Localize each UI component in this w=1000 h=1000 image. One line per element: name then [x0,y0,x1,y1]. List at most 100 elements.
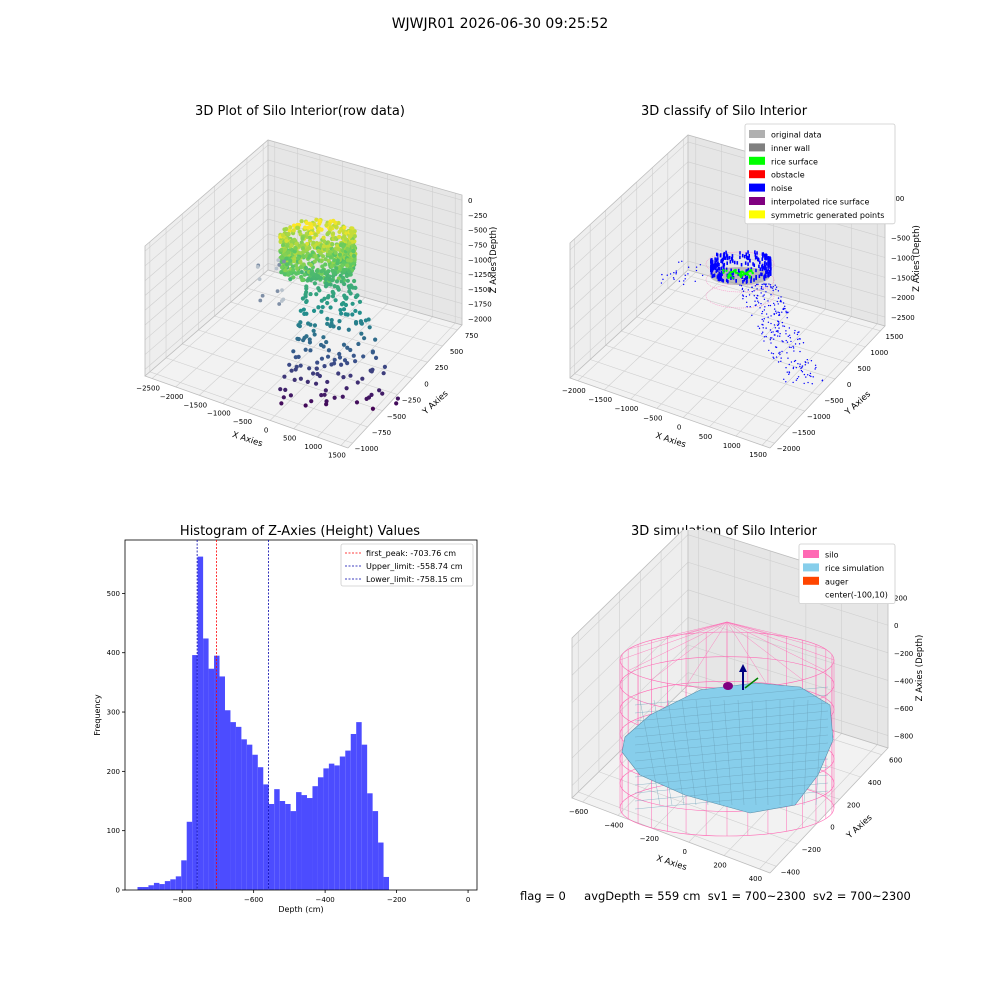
data-point [298,376,303,381]
noise-point [810,375,812,378]
z-tick-label: −2500 [891,314,915,322]
data-point [300,236,305,241]
noise-point [762,331,764,333]
legend-swatch [749,197,765,205]
legend-entry: rice simulation [825,564,884,573]
panel2-title: 3D classify of Silo Interior [640,104,808,119]
auger-arrow-head [739,664,747,672]
noise-point [673,271,675,274]
noise-point [755,274,757,279]
z-tick-label: −2000 [891,294,915,302]
noise-point [781,311,783,313]
histogram-bar [323,768,329,890]
data-point [290,264,296,269]
noise-point [765,327,767,329]
noise-point [749,259,751,263]
data-point [322,392,327,397]
noise-point [770,315,772,317]
noise-point [772,338,775,340]
data-point [347,285,352,291]
noise-point [745,255,748,260]
data-point [287,228,292,233]
noise-point [761,323,763,326]
noise-point [675,273,677,275]
data-point [322,296,327,301]
z-gridline-left [144,233,269,341]
z-gridline [687,589,889,654]
rice-surface-point [734,269,737,272]
noise-point [761,318,763,321]
noise-point [745,280,748,284]
noise-point [714,263,717,268]
noise-point [764,283,767,286]
data-point [340,275,346,280]
data-point [319,356,325,361]
noise-point [785,312,788,314]
noise-point [718,267,721,271]
noise-point [750,276,753,280]
data-point [357,299,363,304]
data-point [377,388,382,393]
z-tick-label: −1750 [468,301,492,309]
noise-point [806,358,809,361]
noise-point [768,273,770,277]
x-gridline [577,271,696,381]
noise-point [751,290,753,293]
noise-point [763,274,766,279]
rice-mesh-line [709,699,721,806]
data-point [341,307,347,312]
data-point [323,271,328,276]
noise-point [788,327,791,329]
rice-mesh-line [695,699,709,806]
outlier-point [260,293,265,298]
noise-point [769,304,772,307]
noise-point [718,272,721,276]
noise-point [786,371,788,373]
noise-point [760,288,762,290]
x-gridline [222,290,343,404]
data-point [314,366,319,371]
noise-point [759,267,762,271]
x-gridline [709,308,826,428]
noise-point [687,273,689,275]
data-point [328,323,333,329]
noise-point [772,356,774,358]
noise-point [762,254,764,259]
legend-swatch [803,550,819,558]
figure-suptitle: WJWJR01 2026-06-30 09:25:52 [391,16,609,32]
panel1-title: 3D Plot of Silo Interior(row data) [195,104,405,119]
data-point [328,225,333,230]
noise-point [775,356,778,358]
noise-point [758,274,761,279]
data-point [295,225,300,230]
data-point [329,264,334,269]
noise-point [799,350,801,353]
noise-point [719,253,722,258]
data-point [308,291,313,297]
data-point [321,244,327,249]
x-tick-label: −1500 [183,401,207,409]
outlier-point [255,265,260,269]
data-point [292,377,297,382]
noise-point [716,268,719,272]
legend-entry: silo [825,551,839,560]
x-gridline [682,301,800,418]
data-point [351,253,357,259]
noise-point [763,253,766,258]
data-point [308,262,314,268]
data-point [339,311,344,316]
histogram-bar [246,744,253,890]
histogram-bar [175,876,182,890]
noise-point [764,256,766,260]
data-point [293,246,298,251]
x-tick-label: −1000 [207,410,231,418]
noise-point [731,273,733,277]
data-point [286,272,291,277]
x-gridline [246,297,366,413]
histogram-bar [301,795,308,890]
noise-point [763,336,766,338]
data-point [297,243,302,248]
z-gridline [267,203,463,260]
data-point [310,371,316,376]
noise-point [767,316,769,318]
